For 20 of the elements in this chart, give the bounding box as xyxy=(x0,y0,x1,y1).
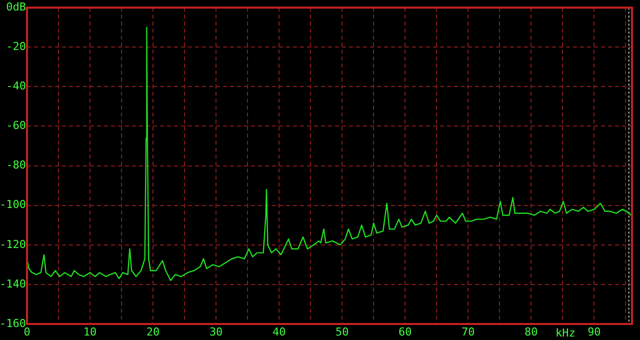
x-tick-label: 0 xyxy=(24,325,30,338)
x-tick-label: 90 xyxy=(588,325,601,338)
x-tick-label: 10 xyxy=(83,325,97,338)
y-tick-label: -20 xyxy=(6,40,26,54)
x-tick-label: 60 xyxy=(398,325,412,338)
y-tick-label: -60 xyxy=(6,119,26,132)
y-tick-label: -120 xyxy=(0,238,26,251)
x-tick-label: 50 xyxy=(335,325,349,338)
y-tick-label: -40 xyxy=(6,80,26,93)
x-tick-label: 30 xyxy=(209,325,223,338)
x-tick-label: 20 xyxy=(146,325,160,338)
y-tick-label: -80 xyxy=(6,158,26,172)
x-tick-label: 70 xyxy=(462,325,475,338)
y-tick-label: -160 xyxy=(0,316,26,330)
y-tick-label: 0dB xyxy=(6,0,26,14)
y-tick-label: -100 xyxy=(0,198,26,212)
y-tick-label: -140 xyxy=(0,277,26,290)
x-tick-label: 40 xyxy=(272,325,286,338)
x-axis-title: kHz xyxy=(556,326,576,340)
x-tick-label: 80 xyxy=(524,325,538,338)
